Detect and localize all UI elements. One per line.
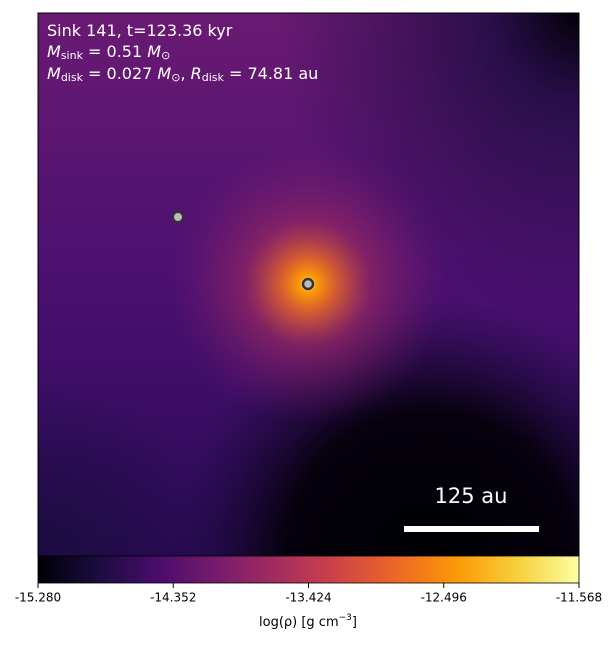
tick-label: -14.352 [150, 591, 196, 605]
sink-marker [172, 211, 184, 223]
tick-label: -12.496 [421, 591, 467, 605]
annotation: Mdisk = 0.027 M⊙, Rdisk = 74.81 au [47, 64, 318, 85]
sink-marker [301, 277, 315, 291]
annotation: Msink = 0.51 M⊙ [47, 42, 170, 63]
tick-label: -15.280 [15, 591, 61, 605]
annotation: Sink 141, t=123.36 kyr [47, 21, 233, 40]
colorbar [37, 555, 580, 584]
tick-label: -13.424 [285, 591, 331, 605]
tick-label: -11.568 [556, 591, 602, 605]
scale-bar-label: 125 au [435, 484, 508, 508]
colorbar-label: log(ρ) [g cm−3] [259, 613, 357, 630]
scale-bar [404, 526, 539, 532]
